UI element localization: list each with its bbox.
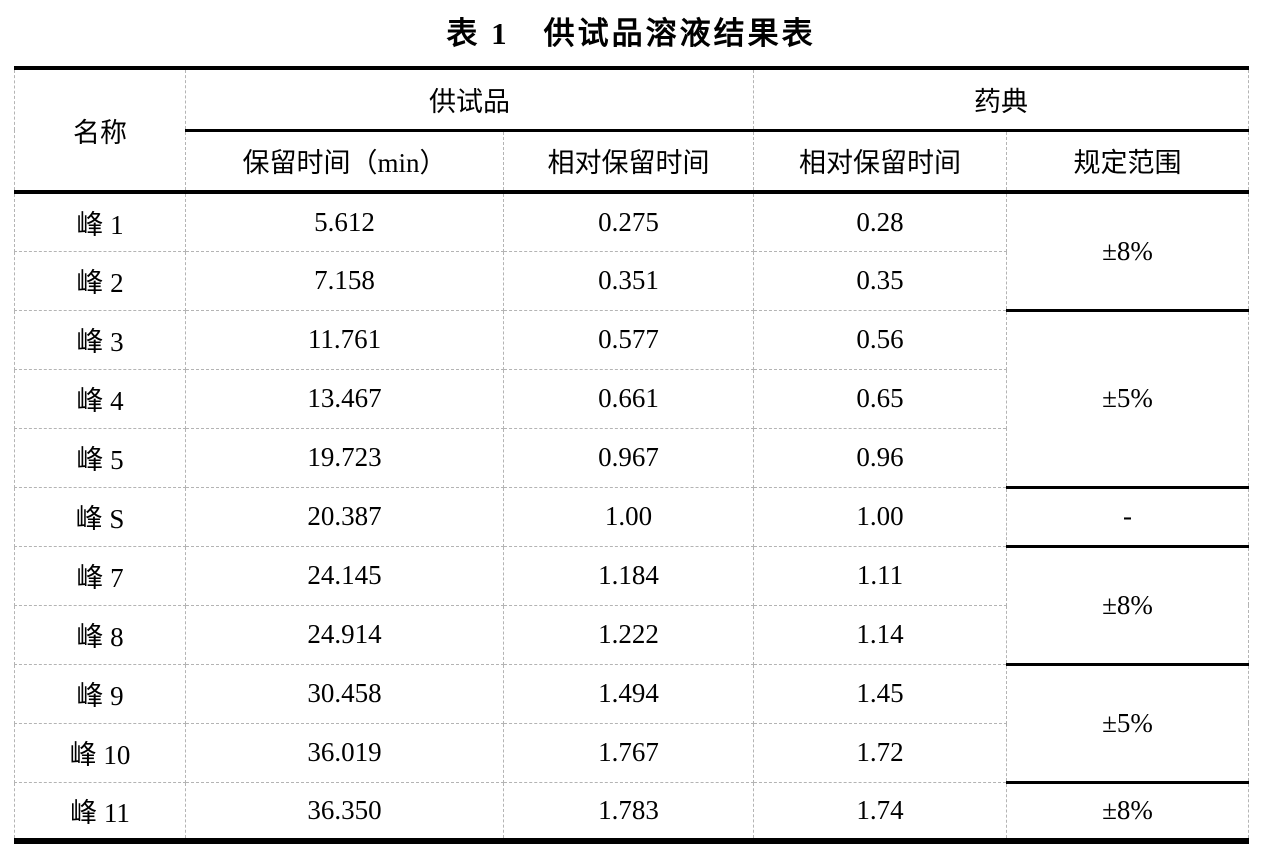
relative-retention-cell: 1.767 bbox=[503, 722, 754, 783]
peak-name-cell: 峰 11 bbox=[14, 781, 186, 842]
table-row: 峰 11 36.350 1.783 1.74 ±8% bbox=[14, 780, 1249, 843]
pharm-relative-retention-cell: 0.96 bbox=[753, 427, 1007, 488]
table-row: 峰 8 24.914 1.222 1.14 bbox=[14, 604, 1249, 665]
pharm-relative-retention-cell: 0.65 bbox=[753, 368, 1007, 429]
relative-retention-cell: 0.275 bbox=[503, 191, 754, 252]
relative-retention-cell: 0.577 bbox=[503, 309, 754, 370]
retention-time-cell: 24.914 bbox=[185, 604, 504, 665]
retention-time-cell: 30.458 bbox=[185, 663, 504, 724]
peak-name-cell: 峰 S bbox=[14, 486, 186, 547]
header-pharmacopoeia-relative-retention: 相对保留时间 bbox=[753, 129, 1007, 194]
header-specified-range: 规定范围 bbox=[1006, 129, 1249, 194]
specified-range-cell: ±5% bbox=[1006, 308, 1249, 489]
relative-retention-cell: 1.184 bbox=[503, 545, 754, 606]
specified-range-cell: - bbox=[1006, 485, 1249, 548]
specified-range-cell: ±8% bbox=[1006, 190, 1249, 312]
peak-name-cell: 峰 9 bbox=[14, 663, 186, 724]
relative-retention-cell: 0.967 bbox=[503, 427, 754, 488]
table-row: 峰 7 24.145 1.184 1.11 ±8% bbox=[14, 544, 1249, 666]
results-table: 名称 供试品 药典 保留时间（min） 相对保留时间 相对保留时间 规定范围 峰… bbox=[14, 66, 1249, 844]
pharm-relative-retention-cell: 0.35 bbox=[753, 250, 1007, 311]
specified-range-cell: ±5% bbox=[1006, 662, 1249, 784]
relative-retention-cell: 1.494 bbox=[503, 663, 754, 724]
table-header-row-1: 名称 供试品 药典 bbox=[14, 67, 1249, 194]
relative-retention-cell: 1.222 bbox=[503, 604, 754, 665]
peak-name-cell: 峰 5 bbox=[14, 427, 186, 488]
retention-time-cell: 7.158 bbox=[185, 250, 504, 311]
pharm-relative-retention-cell: 1.72 bbox=[753, 722, 1007, 783]
retention-time-cell: 36.019 bbox=[185, 722, 504, 783]
retention-time-cell: 24.145 bbox=[185, 545, 504, 606]
peak-name-cell: 峰 8 bbox=[14, 604, 186, 665]
retention-time-cell: 19.723 bbox=[185, 427, 504, 488]
peak-name-cell: 峰 7 bbox=[14, 545, 186, 606]
retention-time-cell: 5.612 bbox=[185, 191, 504, 252]
pharm-relative-retention-cell: 1.11 bbox=[753, 545, 1007, 606]
pharm-relative-retention-cell: 1.45 bbox=[753, 663, 1007, 724]
peak-name-cell: 峰 1 bbox=[14, 191, 186, 252]
retention-time-cell: 20.387 bbox=[185, 486, 504, 547]
table-row: 峰 5 19.723 0.967 0.96 bbox=[14, 427, 1249, 488]
retention-time-cell: 36.350 bbox=[185, 781, 504, 842]
relative-retention-cell: 0.661 bbox=[503, 368, 754, 429]
peak-name-cell: 峰 10 bbox=[14, 722, 186, 783]
specified-range-cell: ±8% bbox=[1006, 544, 1249, 666]
peak-name-cell: 峰 4 bbox=[14, 368, 186, 429]
header-pharmacopoeia-group: 药典 bbox=[753, 67, 1249, 132]
table-header-row-2: 保留时间（min） 相对保留时间 相对保留时间 规定范围 bbox=[15, 129, 1249, 194]
retention-time-cell: 11.761 bbox=[185, 309, 504, 370]
peak-name-cell: 峰 3 bbox=[14, 309, 186, 370]
pharm-relative-retention-cell: 1.14 bbox=[753, 604, 1007, 665]
header-sample-relative-retention: 相对保留时间 bbox=[503, 129, 754, 194]
table-row: 峰 S 20.387 1.00 1.00 - bbox=[14, 485, 1249, 548]
specified-range-cell: ±8% bbox=[1006, 780, 1249, 843]
relative-retention-cell: 1.00 bbox=[503, 486, 754, 547]
retention-time-cell: 13.467 bbox=[185, 368, 504, 429]
pharm-relative-retention-cell: 0.56 bbox=[753, 309, 1007, 370]
pharm-relative-retention-cell: 0.28 bbox=[753, 191, 1007, 252]
table-caption: 表 1 供试品溶液结果表 bbox=[446, 16, 816, 51]
table-row: 峰 10 36.019 1.767 1.72 bbox=[14, 722, 1249, 783]
table-row: 峰 3 11.761 0.577 0.56 ±5% bbox=[14, 308, 1249, 489]
pharm-relative-retention-cell: 1.00 bbox=[753, 486, 1007, 547]
header-retention-time: 保留时间（min） bbox=[185, 129, 504, 194]
pharm-relative-retention-cell: 1.74 bbox=[753, 781, 1007, 842]
relative-retention-cell: 0.351 bbox=[503, 250, 754, 311]
header-sample-group: 供试品 bbox=[185, 67, 754, 132]
table-row: 峰 9 30.458 1.494 1.45 ±5% bbox=[14, 662, 1249, 784]
peak-name-cell: 峰 2 bbox=[14, 250, 186, 311]
header-name: 名称 bbox=[14, 67, 186, 194]
relative-retention-cell: 1.783 bbox=[503, 781, 754, 842]
table-row: 峰 1 5.612 0.275 0.28 ±8% bbox=[14, 190, 1249, 312]
